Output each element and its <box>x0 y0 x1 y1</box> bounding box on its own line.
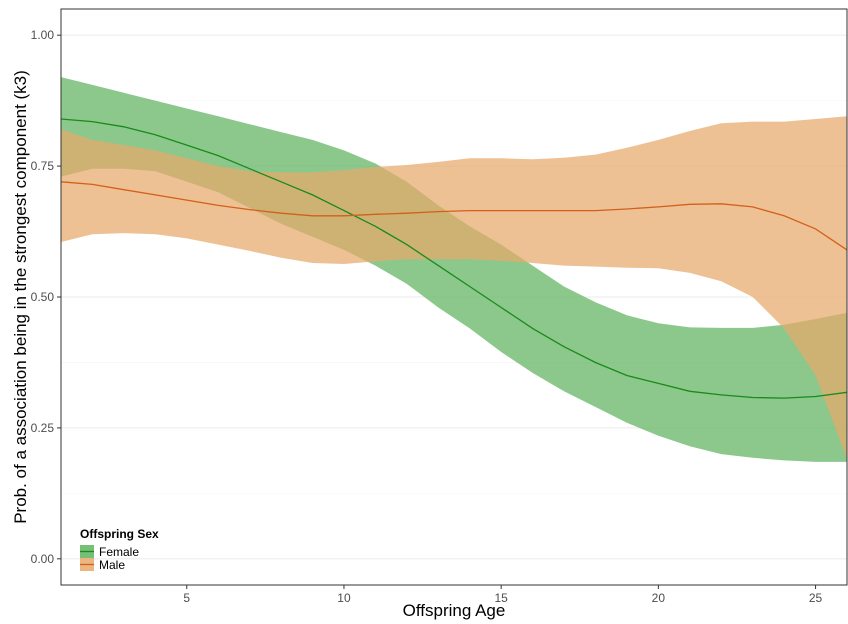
x-tick-label-3: 20 <box>652 591 666 605</box>
y-tick-label-0: 0.00 <box>31 552 55 566</box>
x-tick-label-1: 10 <box>337 591 351 605</box>
line-female <box>60 118 848 399</box>
legend-title: Offspring Sex <box>80 527 159 541</box>
legend-item-female: Female <box>80 545 139 559</box>
x-axis-title: Offspring Age <box>403 601 506 620</box>
y-tick-label-3: 0.75 <box>31 159 55 173</box>
legend-item-male: Male <box>80 558 125 572</box>
band-male <box>61 116 847 460</box>
y-tick-label-1: 0.25 <box>31 421 55 435</box>
y-tick-label-4: 1.00 <box>31 28 55 42</box>
confidence-bands <box>61 77 847 462</box>
x-tick-label-0: 5 <box>183 591 190 605</box>
y-axis-title: Prob. of a association being in the stro… <box>11 70 30 524</box>
y-tick-label-2: 0.50 <box>31 290 55 304</box>
series-lines <box>60 118 848 399</box>
axes: 0.00 0.25 0.50 0.75 1.00 5 10 15 20 25 <box>31 28 823 605</box>
x-tick-label-2: 15 <box>494 591 508 605</box>
legend-label-male: Male <box>99 558 125 572</box>
x-tick-label-4: 25 <box>809 591 823 605</box>
line-male <box>60 181 848 251</box>
legend-label-female: Female <box>99 545 139 559</box>
